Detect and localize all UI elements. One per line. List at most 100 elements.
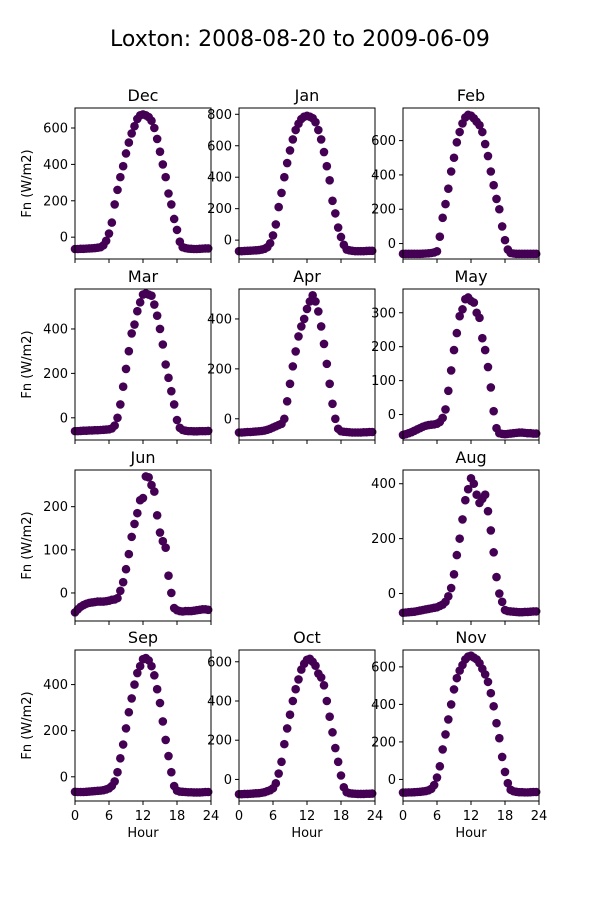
data-point xyxy=(500,235,510,245)
data-point xyxy=(155,698,165,708)
data-point xyxy=(492,572,501,582)
data-point xyxy=(147,116,156,126)
data-point xyxy=(469,479,479,489)
panel-title-may: May xyxy=(454,267,487,286)
data-point xyxy=(280,739,289,749)
data-point xyxy=(449,570,459,579)
panel-apr: Apr 0 200 400 xyxy=(207,267,377,444)
y-tick-label: 0 xyxy=(60,231,68,246)
data-point xyxy=(150,487,159,496)
data-point xyxy=(444,184,453,193)
data-point xyxy=(274,769,283,778)
data-point xyxy=(449,153,459,163)
data-point xyxy=(155,528,165,537)
y-tick-label: 0 xyxy=(388,237,396,252)
y-tick-label: 400 xyxy=(371,477,396,492)
panel-title-sep: Sep xyxy=(128,628,158,647)
data-point xyxy=(458,305,467,314)
x-axis-label: Hour xyxy=(127,826,159,841)
x-tick-label: 24 xyxy=(203,809,220,824)
data-point xyxy=(444,715,453,724)
y-axis-label: Fn (W/m2) xyxy=(20,330,35,398)
data-point xyxy=(483,362,493,372)
data-point xyxy=(319,681,329,690)
y-tick-label: 0 xyxy=(388,773,396,788)
scatter-points-dec xyxy=(70,110,213,254)
data-point xyxy=(322,161,332,171)
y-tick-label: 200 xyxy=(43,500,68,515)
data-point xyxy=(333,223,343,232)
data-point xyxy=(486,526,496,535)
data-point xyxy=(285,379,295,389)
data-point xyxy=(158,536,168,546)
data-point xyxy=(203,787,213,797)
scatter-points-jun xyxy=(70,472,213,617)
data-point xyxy=(311,117,320,127)
data-point xyxy=(441,405,450,414)
data-point xyxy=(152,684,162,694)
data-point xyxy=(331,743,340,753)
data-point xyxy=(438,413,447,423)
data-point xyxy=(441,199,450,209)
data-point xyxy=(116,586,125,596)
y-tick-label: 400 xyxy=(43,158,68,173)
data-point xyxy=(478,333,487,343)
data-point xyxy=(130,121,139,131)
panel-title-jan: Jan xyxy=(294,86,320,105)
y-tick-label: 600 xyxy=(207,139,232,154)
x-tick-label: 0 xyxy=(235,809,243,824)
y-tick-label: 100 xyxy=(43,543,68,558)
data-point xyxy=(446,583,456,593)
y-tick-label: 100 xyxy=(371,374,396,389)
data-point xyxy=(311,297,320,306)
data-point xyxy=(130,320,139,329)
x-tick-label: 0 xyxy=(399,809,407,824)
y-tick-label: 200 xyxy=(207,734,232,749)
data-point xyxy=(316,322,326,331)
data-point xyxy=(113,185,122,195)
data-point xyxy=(161,735,170,745)
scatter-points-apr xyxy=(234,290,377,437)
data-point xyxy=(480,345,490,355)
y-tick-label: 200 xyxy=(43,367,68,382)
data-point xyxy=(495,733,504,743)
data-point xyxy=(452,328,462,338)
y-tick-label: 400 xyxy=(207,312,232,327)
panel-jan: Jan 0 200 400 600 800 xyxy=(207,86,377,263)
data-point xyxy=(113,767,122,777)
y-tick-label: 200 xyxy=(371,340,396,355)
data-point xyxy=(444,386,453,396)
data-point xyxy=(158,340,168,349)
data-point xyxy=(116,754,125,763)
data-point xyxy=(325,176,334,185)
x-tick-label: 24 xyxy=(367,809,384,824)
x-tick-label: 12 xyxy=(463,809,480,824)
x-tick-label: 18 xyxy=(333,809,350,824)
data-point xyxy=(124,707,134,717)
y-tick-label: 600 xyxy=(43,122,68,137)
data-point xyxy=(314,307,323,316)
data-point xyxy=(280,414,289,424)
panel-title-feb: Feb xyxy=(457,86,485,105)
y-tick-label: 0 xyxy=(60,770,68,785)
data-point xyxy=(282,397,292,406)
x-tick-label: 6 xyxy=(269,809,277,824)
x-tick-label: 24 xyxy=(531,809,548,824)
data-point xyxy=(478,127,487,137)
y-tick-label: 200 xyxy=(207,202,232,217)
y-tick-label: 0 xyxy=(388,408,396,423)
y-axis-label: Fn (W/m2) xyxy=(20,691,35,759)
data-point xyxy=(135,661,145,671)
data-point xyxy=(336,771,346,780)
data-point xyxy=(158,160,168,169)
scatter-points-mar xyxy=(70,289,213,436)
data-point xyxy=(328,196,337,206)
data-point xyxy=(291,347,300,356)
data-point xyxy=(531,607,541,616)
data-point xyxy=(531,249,541,259)
data-point xyxy=(483,677,493,687)
data-point xyxy=(121,364,131,374)
data-point xyxy=(135,298,145,307)
data-point xyxy=(455,534,464,543)
